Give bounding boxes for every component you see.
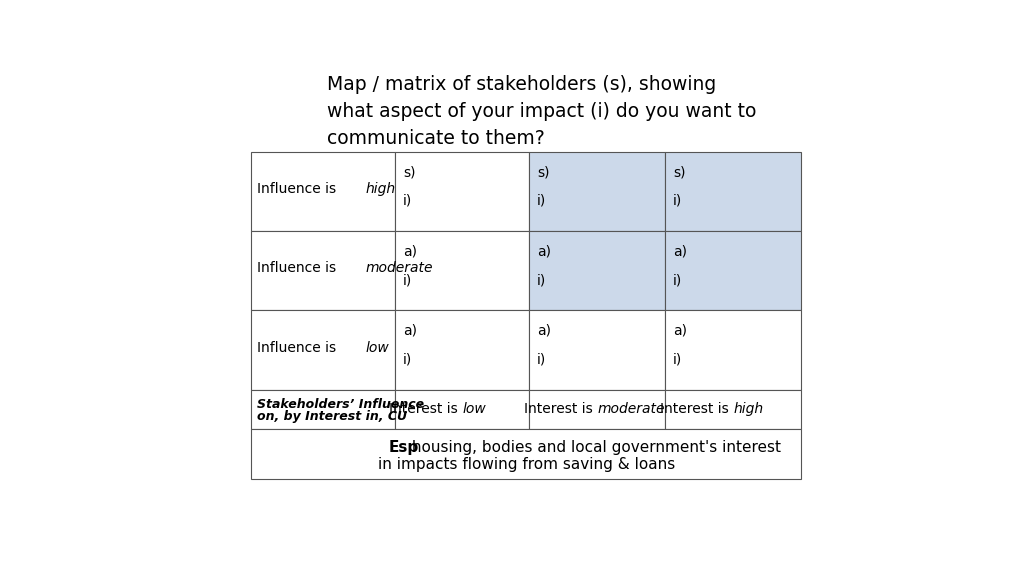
Text: Interest is: Interest is [389, 403, 463, 416]
Bar [395, 151, 529, 231]
Text: moderate: moderate [597, 403, 665, 416]
Text: Influence is: Influence is [257, 341, 340, 355]
Text: a): a) [673, 245, 687, 259]
Bar [665, 151, 802, 231]
Bar [529, 151, 665, 231]
Text: on, by Interest in, CU: on, by Interest in, CU [257, 410, 407, 423]
Text: low: low [366, 341, 390, 355]
Text: in impacts flowing from saving & loans: in impacts flowing from saving & loans [378, 457, 675, 472]
Text: housing, bodies and local government's interest: housing, bodies and local government's i… [407, 440, 781, 455]
Bar [395, 390, 529, 429]
Text: i): i) [538, 273, 547, 287]
Text: a): a) [538, 245, 551, 259]
Bar [529, 310, 665, 390]
Text: a): a) [403, 324, 417, 338]
Text: Stakeholders’ Influence: Stakeholders’ Influence [257, 399, 424, 411]
Text: Influence is: Influence is [257, 261, 340, 275]
Bar [251, 390, 395, 429]
Text: i): i) [673, 353, 682, 366]
Text: s): s) [538, 165, 550, 179]
Text: high: high [366, 182, 396, 196]
Bar [529, 231, 665, 310]
Bar [665, 390, 802, 429]
Bar [251, 231, 395, 310]
Bar [665, 310, 802, 390]
Text: a): a) [673, 324, 687, 338]
Text: i): i) [403, 353, 413, 366]
Text: moderate: moderate [366, 261, 433, 275]
Text: i): i) [403, 273, 413, 287]
Text: low: low [463, 403, 486, 416]
Bar [251, 310, 395, 390]
Text: Interest is: Interest is [524, 403, 597, 416]
Bar [395, 310, 529, 390]
Text: Map / matrix of stakeholders (s), showing
what aspect of your impact (i) do you : Map / matrix of stakeholders (s), showin… [327, 75, 757, 148]
Text: s): s) [403, 165, 416, 179]
Text: i): i) [673, 273, 682, 287]
Text: i): i) [673, 194, 682, 208]
Bar [529, 390, 665, 429]
Text: a): a) [403, 245, 417, 259]
Text: i): i) [538, 194, 547, 208]
Bar [251, 151, 395, 231]
Text: s): s) [673, 165, 685, 179]
Text: i): i) [538, 353, 547, 366]
Bar [665, 231, 802, 310]
Text: Interest is: Interest is [660, 403, 733, 416]
Text: Esp: Esp [388, 440, 419, 455]
Bar [395, 231, 529, 310]
Text: Influence is: Influence is [257, 182, 340, 196]
Bar [251, 429, 802, 479]
Text: i): i) [403, 194, 413, 208]
Text: high: high [733, 403, 764, 416]
Text: a): a) [538, 324, 551, 338]
